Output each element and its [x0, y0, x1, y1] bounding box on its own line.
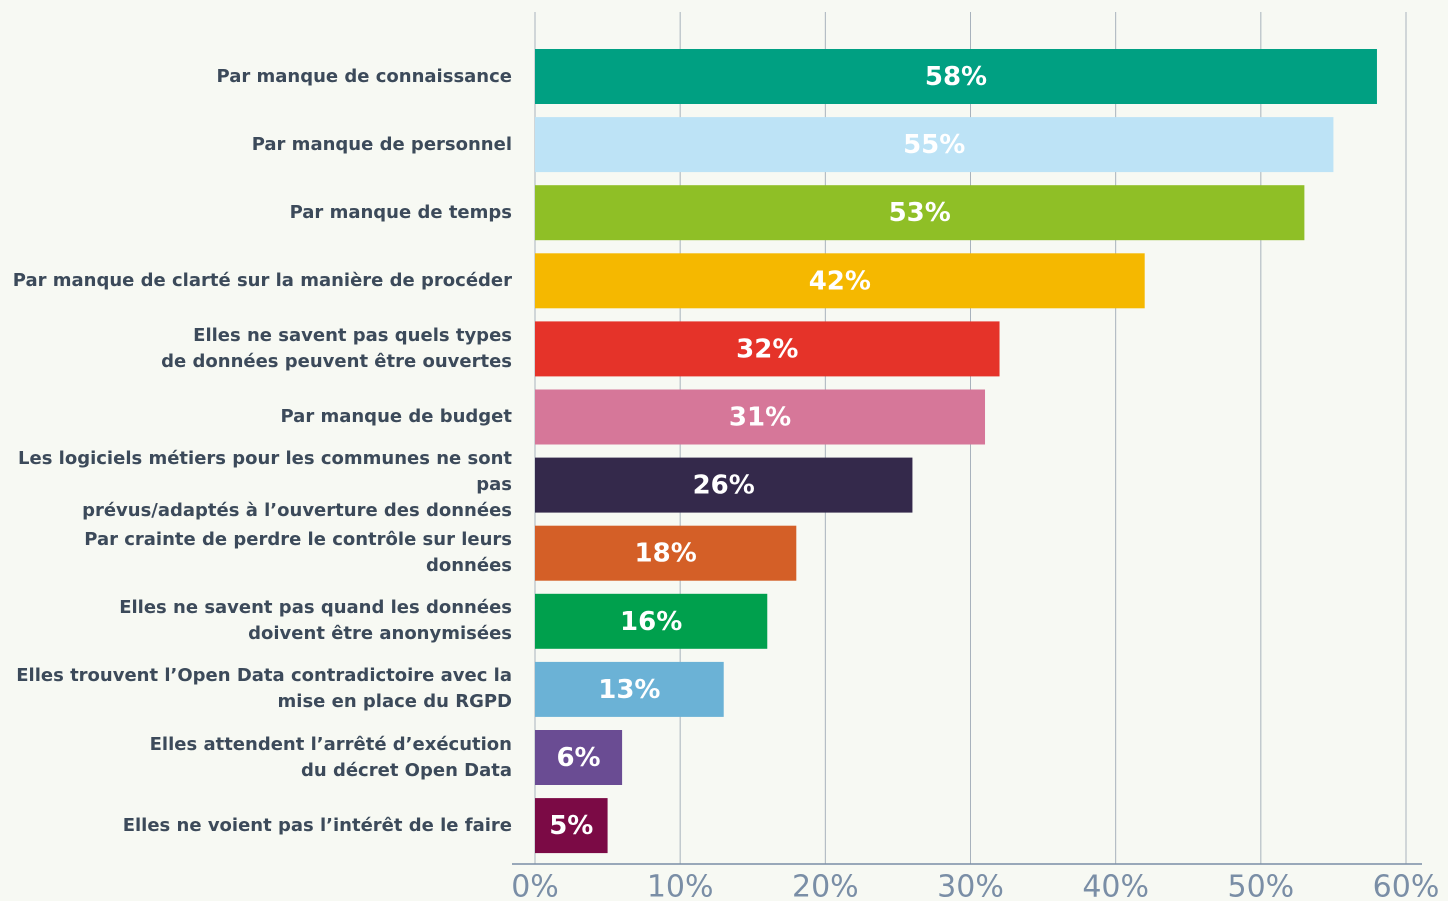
category-label: Les logiciels métiers pour les communes …	[18, 448, 512, 522]
category-label: Par manque de connaissance	[216, 65, 513, 87]
value-label: 31%	[729, 403, 791, 433]
value-label: 58%	[925, 62, 987, 92]
bar	[535, 117, 1334, 173]
x-tick-label: 20%	[792, 870, 859, 901]
bar	[535, 253, 1145, 309]
category-label: Elles attendent l’arrêté d’exécution du …	[149, 733, 512, 781]
value-label: 6%	[556, 743, 600, 773]
bar	[535, 185, 1305, 241]
bar	[535, 389, 986, 445]
value-label: 55%	[903, 130, 965, 160]
value-label: 13%	[598, 675, 660, 705]
category-label: Par crainte de perdre le contrôle sur le…	[84, 529, 512, 577]
x-tick-label: 60%	[1373, 870, 1440, 901]
value-label: 18%	[635, 539, 697, 569]
bar	[535, 798, 608, 854]
value-label: 26%	[693, 471, 755, 501]
bar	[535, 730, 623, 785]
x-tick-label: 40%	[1082, 870, 1149, 901]
value-label: 53%	[889, 198, 951, 228]
bar	[535, 457, 913, 513]
x-tick-label: 0%	[511, 870, 559, 901]
value-label: 5%	[549, 811, 593, 841]
category-label: Elles ne savent pas quand les données do…	[119, 597, 512, 645]
category-label: Elles trouvent l’Open Data contradictoir…	[16, 665, 512, 713]
x-tick-label: 10%	[647, 870, 714, 901]
category-label: Elles ne voient pas l’intérêt de le fair…	[122, 814, 512, 836]
x-tick-label: 30%	[937, 870, 1004, 901]
bar	[535, 525, 797, 581]
category-label: Par manque de budget	[280, 406, 512, 427]
category-label: Elles ne savent pas quels types de donné…	[161, 324, 512, 372]
value-label: 32%	[736, 334, 798, 364]
value-label: 42%	[809, 266, 871, 296]
value-label: 16%	[620, 607, 682, 637]
bar	[535, 593, 768, 649]
bar	[535, 661, 724, 717]
category-label: Par manque de clarté sur la manière de p…	[12, 269, 512, 291]
bar	[535, 321, 1000, 377]
x-tick-label: 50%	[1227, 870, 1294, 901]
category-label: Par manque de personnel	[251, 133, 512, 155]
bar	[535, 49, 1377, 104]
category-label: Par manque de temps	[289, 201, 512, 223]
